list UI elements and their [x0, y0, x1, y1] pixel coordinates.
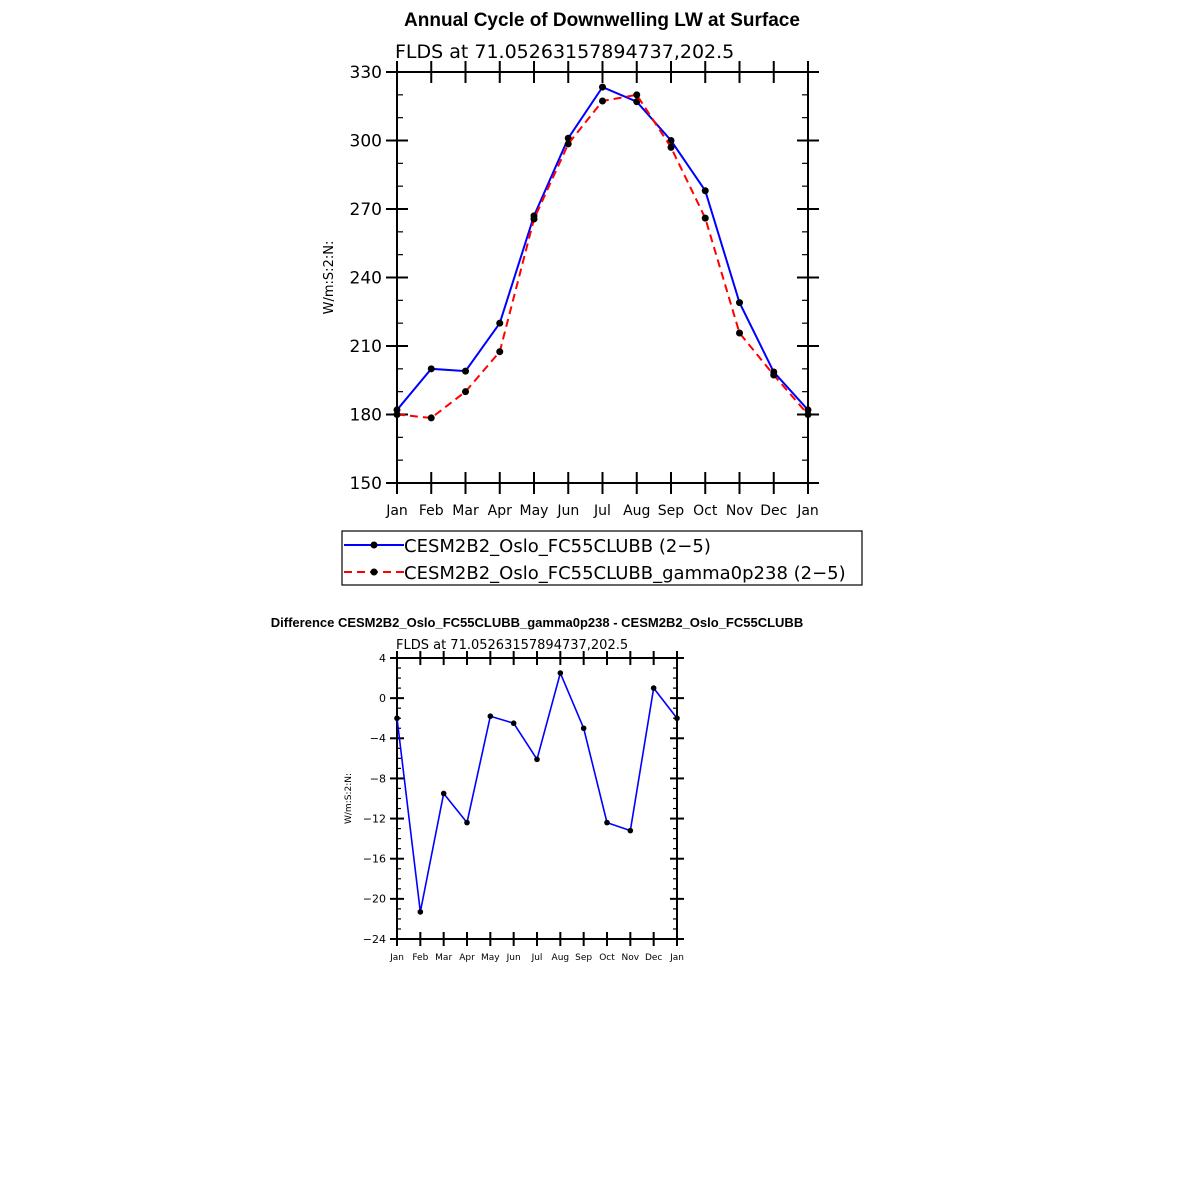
x-tick-label: May: [481, 953, 500, 963]
x-tick-label: Oct: [599, 953, 615, 963]
data-point: [427, 365, 435, 373]
data-point: [510, 720, 517, 727]
data-point: [633, 98, 641, 106]
data-point: [674, 715, 680, 722]
data-point: [530, 215, 538, 223]
x-tick-label: Jul: [531, 953, 543, 963]
data-point: [701, 187, 709, 195]
y-tick-label: −16: [363, 853, 386, 866]
x-tick-label: Jul: [593, 503, 611, 519]
data-point: [667, 143, 675, 151]
y-tick-label: 330: [350, 63, 382, 83]
data-point: [770, 371, 778, 379]
y-axis-label: W/m:S:2:N:: [322, 241, 337, 315]
y-tick-label: −4: [370, 732, 386, 745]
legend-marker: [370, 541, 378, 549]
data-point: [496, 348, 504, 356]
data-point: [393, 411, 401, 418]
x-tick-label: Sep: [575, 953, 592, 963]
series-line-0: [396, 670, 678, 913]
x-tick-label: Nov: [726, 503, 753, 519]
y-tick-label: −24: [363, 933, 386, 946]
y-tick-label: 4: [379, 652, 386, 665]
series-line-1: [396, 93, 809, 419]
data-point: [464, 819, 470, 826]
data-point: [394, 715, 400, 722]
x-tick-label: Feb: [412, 953, 428, 963]
data-point: [496, 319, 504, 327]
data-point: [462, 388, 469, 396]
x-tick-label: Mar: [452, 503, 479, 519]
x-tick-label: Sep: [658, 503, 685, 519]
x-tick-label: Apr: [488, 503, 512, 519]
x-tick-label: May: [520, 503, 549, 519]
data-point: [667, 137, 675, 144]
data-point: [599, 83, 606, 91]
x-tick-label: Aug: [552, 953, 570, 963]
data-point: [487, 713, 494, 720]
x-tick-label: Aug: [623, 503, 650, 519]
x-tick-label: Oct: [693, 503, 718, 519]
chart-title: Difference CESM2B2_Oslo_FC55CLUBB_gamma0…: [271, 615, 803, 630]
data-point: [627, 827, 634, 834]
x-tick-label: Jun: [556, 503, 579, 519]
data-point: [534, 756, 540, 763]
y-tick-label: −20: [363, 893, 386, 906]
x-tick-label: Dec: [760, 503, 787, 519]
x-tick-label: Jan: [389, 953, 404, 963]
y-axis-label: W/m:S:2:N:: [344, 773, 354, 824]
y-tick-label: −12: [363, 812, 386, 825]
data-point: [557, 670, 564, 676]
data-point: [462, 367, 469, 375]
data-point: [417, 909, 424, 915]
x-tick-label: Jan: [796, 503, 819, 519]
y-tick-label: 240: [350, 268, 382, 288]
data-point: [604, 819, 610, 826]
legend-marker: [370, 568, 378, 576]
y-tick-label: 0: [379, 692, 386, 705]
data-point: [564, 134, 572, 142]
y-tick-label: 300: [350, 131, 382, 151]
chart-subtitle: FLDS at 71.05263157894737,202.5: [395, 41, 734, 63]
x-tick-label: Apr: [459, 953, 475, 963]
series-line-0: [396, 85, 809, 411]
y-tick-label: 150: [350, 474, 382, 494]
data-point: [440, 790, 447, 797]
x-tick-label: Dec: [645, 953, 662, 963]
legend-entry: CESM2B2_Oslo_FC55CLUBB (2−5): [404, 536, 711, 557]
data-point: [427, 414, 435, 422]
y-tick-label: −8: [370, 772, 386, 785]
x-tick-label: Jun: [506, 953, 521, 963]
data-point: [701, 214, 709, 222]
chart-title: Annual Cycle of Downwelling LW at Surfac…: [404, 10, 800, 31]
x-tick-label: Jan: [385, 503, 408, 519]
x-tick-label: Mar: [435, 953, 452, 963]
y-tick-label: 180: [350, 405, 382, 425]
data-point: [633, 91, 641, 99]
x-tick-label: Jan: [669, 953, 684, 963]
x-tick-label: Feb: [419, 503, 444, 519]
x-tick-label: Nov: [622, 953, 640, 963]
data-point: [599, 97, 606, 105]
data-point: [580, 725, 587, 732]
data-point: [564, 140, 572, 148]
data-point: [650, 685, 657, 691]
legend-entry: CESM2B2_Oslo_FC55CLUBB_gamma0p238 (2−5): [404, 563, 846, 584]
y-tick-label: 210: [350, 337, 382, 357]
data-point: [736, 329, 743, 337]
plot-frame: [396, 71, 809, 484]
chart-subtitle: FLDS at 71.05263157894737,202.5: [396, 638, 628, 653]
data-point: [804, 411, 812, 418]
data-point: [736, 299, 743, 307]
legend-box: [341, 530, 863, 586]
y-tick-label: 270: [350, 200, 382, 220]
